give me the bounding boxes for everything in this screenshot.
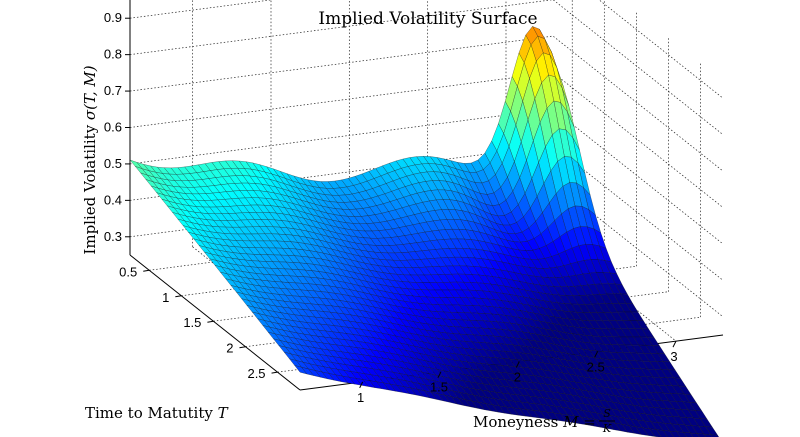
z-gridline: [129, 144, 724, 281]
x-tick-label: 1.5: [430, 380, 448, 395]
x-tick-mark: [672, 340, 677, 348]
z-tick-label: 0.6: [104, 120, 122, 135]
surface-patch: [294, 365, 308, 375]
y-axis-line: [129, 254, 301, 391]
x-tick-label: 1: [357, 390, 364, 405]
z-tick-label: 0.8: [104, 47, 122, 62]
y-tick-mark: [143, 269, 150, 272]
surface-patch: [690, 432, 700, 437]
y-tick-label: 1: [162, 290, 169, 305]
y-axis-label-text: Time to Matutity: [85, 404, 218, 422]
y-tick-mark: [175, 295, 182, 298]
y-tick-mark: [207, 320, 214, 323]
surface-patch: [703, 433, 713, 437]
z-tick-label: 0.9: [104, 10, 122, 25]
z-axis-label-text: Implied Volatility: [81, 120, 99, 255]
y-tick-label: 1.5: [183, 315, 201, 330]
z-gridline: [129, 35, 724, 172]
x-tick-mark: [515, 361, 520, 368]
y-tick-mark: [239, 346, 246, 349]
x-tick-mark: [437, 371, 442, 378]
y-axis-label-math: T: [218, 404, 229, 422]
x-tick-mark: [359, 381, 364, 389]
x-tick-mark: [594, 351, 599, 358]
y-tick-label: 0.5: [119, 264, 137, 279]
z-gridline: [129, 108, 724, 245]
x-axis-label-denominator: K: [602, 422, 612, 435]
z-tick-label: 0.7: [104, 83, 122, 98]
x-tick-label: 3: [670, 349, 677, 364]
x-tick-label: 2.5: [587, 359, 605, 374]
z-gridline: [129, 181, 724, 318]
z-tick-label: 0.4: [104, 192, 122, 207]
surface-patch: [710, 434, 720, 437]
z-tick-label: 0.5: [104, 156, 122, 171]
z-gridline: [129, 0, 724, 135]
x-axis-label-numerator: S: [603, 407, 611, 420]
surface: [129, 26, 720, 437]
x-axis-label-text: Moneyness: [473, 413, 563, 431]
x-tick-label: 2: [514, 369, 521, 384]
y-tick-mark: [271, 371, 278, 374]
x-axis-label-math: M =: [562, 413, 596, 431]
x-axis-label-main: Moneyness M =: [473, 413, 596, 431]
chart-title: Implied Volatility Surface: [318, 9, 537, 29]
surface-patch: [696, 433, 707, 437]
y-tick-label: 2: [226, 341, 233, 356]
z-gridline: [129, 0, 724, 99]
surface-patch: [676, 431, 687, 437]
z-tick-label: 0.3: [104, 229, 122, 244]
x-axis-label: Moneyness M = S K: [473, 407, 615, 435]
z-axis-label: Implied Volatility σ(T, M): [81, 65, 99, 254]
y-tick-label: 2.5: [247, 366, 265, 381]
z-gridline: [129, 72, 724, 208]
y-axis-label: Time to Matutity T: [85, 404, 229, 422]
ticks-layer: 0.3 0.4 0.5 0.6 0.7 0.8 0.9 0.5 1 1.5 2 2.5 1 1.5 2 2.5…: [104, 10, 678, 405]
z-axis-label-math: σ(T, M): [81, 65, 99, 120]
